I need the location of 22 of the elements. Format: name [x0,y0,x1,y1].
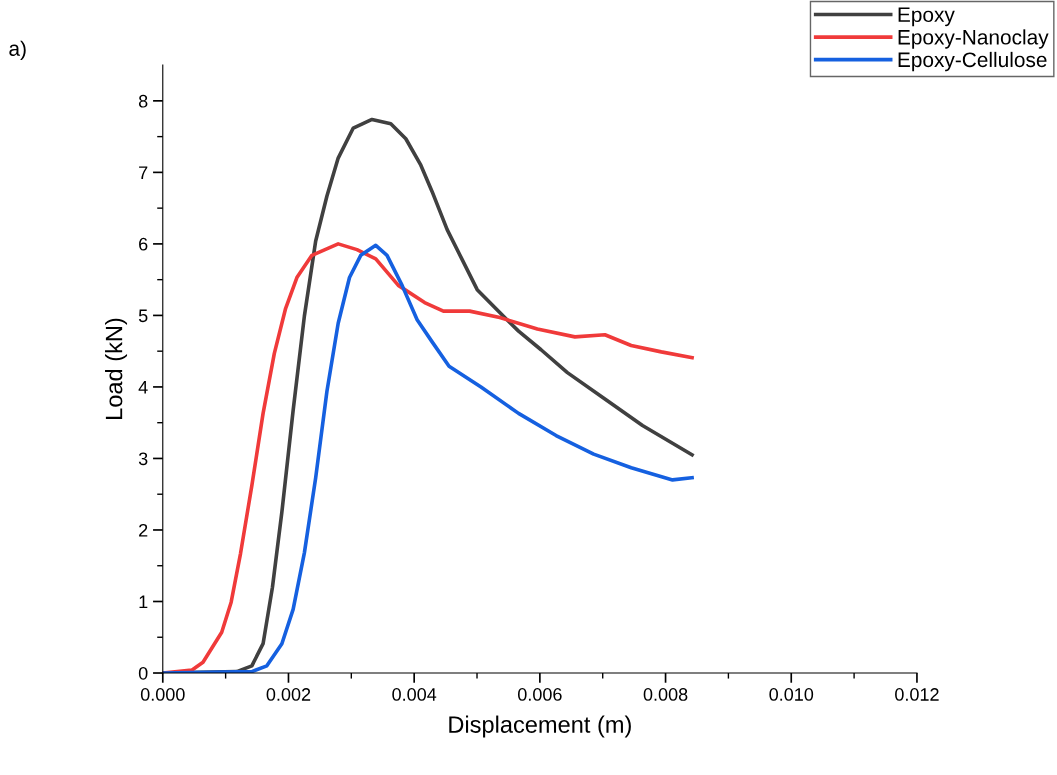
y-tick-label: 6 [139,237,148,251]
y-tick-label: 1 [139,595,148,609]
y-tick-label: 2 [139,523,148,537]
legend-label: Epoxy-Cellulose [898,51,1047,72]
x-tick-label: 0.004 [392,688,437,701]
x-tick-label: 0.000 [140,688,185,701]
legend-label: Epoxy [898,7,955,27]
y-tick-label: 0 [138,666,148,680]
text: a) [9,40,26,61]
y-tick-label: 7 [139,166,148,179]
x-axis-title: Displacement (m) [449,715,631,738]
x-tick-label: 0.012 [895,688,939,701]
y-tick-label: 8 [138,94,148,108]
y-axis-title: Load (kN) [105,318,128,419]
x-tick-label: 0.008 [643,688,688,701]
legend-label: Epoxy-Nanoclay [898,29,1049,49]
x-tick-label: 0.002 [266,688,311,701]
x-tick-label: 0.010 [769,688,814,701]
y-tick-label: 3 [138,452,148,466]
x-tick-label: 0.006 [517,688,562,701]
y-tick-label: 5 [138,309,148,323]
y-tick-label: 4 [138,381,148,394]
